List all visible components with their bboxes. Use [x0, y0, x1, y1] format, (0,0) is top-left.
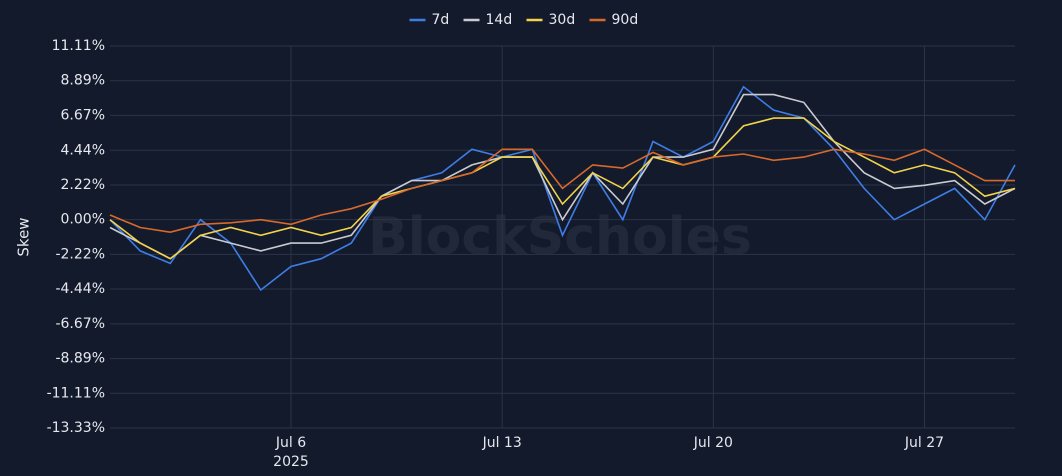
- y-tick-label: 0.00%: [61, 212, 105, 228]
- series-line: [109, 117, 1016, 260]
- y-tick-label: -13.33%: [47, 420, 105, 436]
- x-tick-label: Jul 6: [275, 435, 306, 451]
- y-tick-label: -11.11%: [47, 385, 105, 401]
- y-tick-label: 8.89%: [61, 73, 105, 89]
- y-tick-label: 2.22%: [61, 177, 105, 193]
- legend-label: 14d: [486, 12, 513, 28]
- legend-label: 30d: [549, 12, 576, 28]
- legend-label: 7d: [432, 12, 450, 28]
- y-axis-label: Skew: [15, 217, 33, 256]
- x-year-label: 2025: [273, 454, 309, 470]
- series-line: [109, 85, 1016, 292]
- series-line: [109, 93, 1016, 260]
- x-tick-label: Jul 20: [693, 435, 733, 451]
- y-tick-label: 6.67%: [61, 107, 105, 123]
- legend-label: 90d: [612, 12, 639, 28]
- y-tick-label: -2.22%: [55, 246, 105, 262]
- y-tick-label: 11.11%: [52, 38, 105, 54]
- watermark: BlockScholes: [368, 207, 752, 267]
- y-tick-label: -4.44%: [55, 281, 105, 297]
- y-tick-label: 4.44%: [61, 142, 105, 158]
- y-tick-label: -6.67%: [55, 316, 105, 332]
- x-tick-label: Jul 27: [904, 435, 944, 451]
- x-tick-label: Jul 13: [482, 435, 522, 451]
- y-tick-label: -8.89%: [55, 351, 105, 367]
- series-line: [109, 148, 1015, 234]
